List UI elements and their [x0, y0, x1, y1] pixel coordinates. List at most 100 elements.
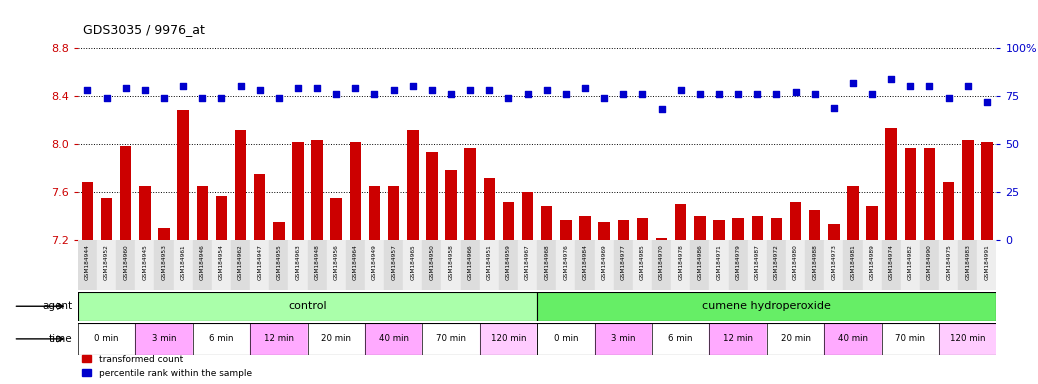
Point — [787, 89, 803, 95]
Point — [730, 91, 746, 97]
Bar — [254, 174, 266, 240]
Bar — [403, 240, 422, 290]
Text: 3 min: 3 min — [611, 334, 635, 343]
Bar — [177, 111, 189, 240]
Bar — [407, 130, 418, 240]
Bar — [981, 142, 992, 240]
Bar — [881, 240, 901, 290]
Text: GSM184988: GSM184988 — [812, 244, 817, 280]
Bar — [196, 186, 208, 240]
Bar — [522, 192, 534, 240]
Bar — [311, 141, 323, 240]
Text: GSM184967: GSM184967 — [525, 244, 530, 280]
Text: GSM184986: GSM184986 — [698, 244, 703, 280]
Bar — [767, 323, 824, 355]
Point — [117, 85, 134, 91]
Bar — [652, 323, 709, 355]
Bar — [350, 142, 361, 240]
Point — [385, 87, 402, 93]
Bar — [541, 207, 552, 240]
Point — [749, 91, 766, 97]
Bar — [636, 218, 648, 240]
Point — [691, 91, 708, 97]
Point — [271, 95, 288, 101]
Bar — [538, 240, 556, 290]
Point — [634, 91, 651, 97]
Bar — [656, 238, 667, 240]
Bar — [307, 240, 327, 290]
Legend: transformed count, percentile rank within the sample: transformed count, percentile rank withi… — [82, 355, 252, 377]
Text: GSM184962: GSM184962 — [238, 244, 243, 280]
Point — [673, 87, 689, 93]
Bar — [155, 240, 173, 290]
Text: cumene hydroperoxide: cumene hydroperoxide — [703, 301, 831, 311]
Bar — [135, 240, 155, 290]
Bar — [962, 141, 974, 240]
Bar — [843, 240, 863, 290]
Text: GSM184953: GSM184953 — [162, 244, 166, 280]
Point — [424, 87, 440, 93]
Bar — [464, 147, 475, 240]
Point — [156, 95, 172, 101]
Text: GSM184946: GSM184946 — [199, 244, 204, 280]
Bar — [388, 186, 400, 240]
Text: 12 min: 12 min — [723, 334, 754, 343]
Point — [137, 87, 154, 93]
Bar — [101, 198, 112, 240]
Bar — [770, 218, 783, 240]
Point — [174, 83, 191, 89]
Bar — [901, 240, 920, 290]
Point — [213, 95, 229, 101]
Bar — [480, 240, 499, 290]
Text: GSM184970: GSM184970 — [659, 244, 664, 280]
Text: 70 min: 70 min — [436, 334, 466, 343]
Point — [845, 79, 862, 86]
Bar — [675, 204, 686, 240]
Bar — [805, 240, 824, 290]
Text: 70 min: 70 min — [896, 334, 925, 343]
Point — [940, 95, 957, 101]
Bar — [633, 240, 652, 290]
Text: GSM184961: GSM184961 — [181, 244, 186, 280]
Bar — [273, 222, 284, 240]
Bar — [613, 240, 633, 290]
Bar — [672, 240, 690, 290]
Bar — [330, 198, 342, 240]
Bar — [579, 216, 591, 240]
Point — [405, 83, 421, 89]
Text: GSM184958: GSM184958 — [448, 244, 454, 280]
Point — [614, 91, 631, 97]
Text: GSM184965: GSM184965 — [410, 244, 415, 280]
Point — [577, 85, 594, 91]
Bar — [709, 240, 729, 290]
Bar — [158, 228, 169, 240]
Bar — [250, 240, 269, 290]
Text: GSM184957: GSM184957 — [391, 244, 397, 280]
Text: GSM184960: GSM184960 — [124, 244, 129, 280]
Point — [768, 91, 785, 97]
Bar — [289, 240, 307, 290]
Text: GSM184947: GSM184947 — [257, 244, 263, 280]
Bar — [920, 240, 939, 290]
Bar — [713, 220, 725, 240]
Text: time: time — [49, 334, 73, 344]
Bar — [269, 240, 289, 290]
Bar — [116, 240, 135, 290]
Text: GSM184949: GSM184949 — [372, 244, 377, 280]
Point — [79, 87, 95, 93]
Bar — [790, 202, 801, 240]
Bar — [824, 240, 843, 290]
Text: 40 min: 40 min — [379, 334, 409, 343]
Bar — [82, 182, 93, 240]
Point — [308, 85, 325, 91]
Text: 12 min: 12 min — [264, 334, 294, 343]
Text: GSM184983: GSM184983 — [965, 244, 971, 280]
Bar — [346, 240, 365, 290]
Bar — [943, 182, 954, 240]
Bar — [235, 130, 246, 240]
Text: GDS3035 / 9976_at: GDS3035 / 9976_at — [83, 23, 204, 36]
Point — [462, 87, 479, 93]
Point — [807, 91, 823, 97]
Text: GSM184964: GSM184964 — [353, 244, 358, 280]
Bar — [422, 323, 480, 355]
